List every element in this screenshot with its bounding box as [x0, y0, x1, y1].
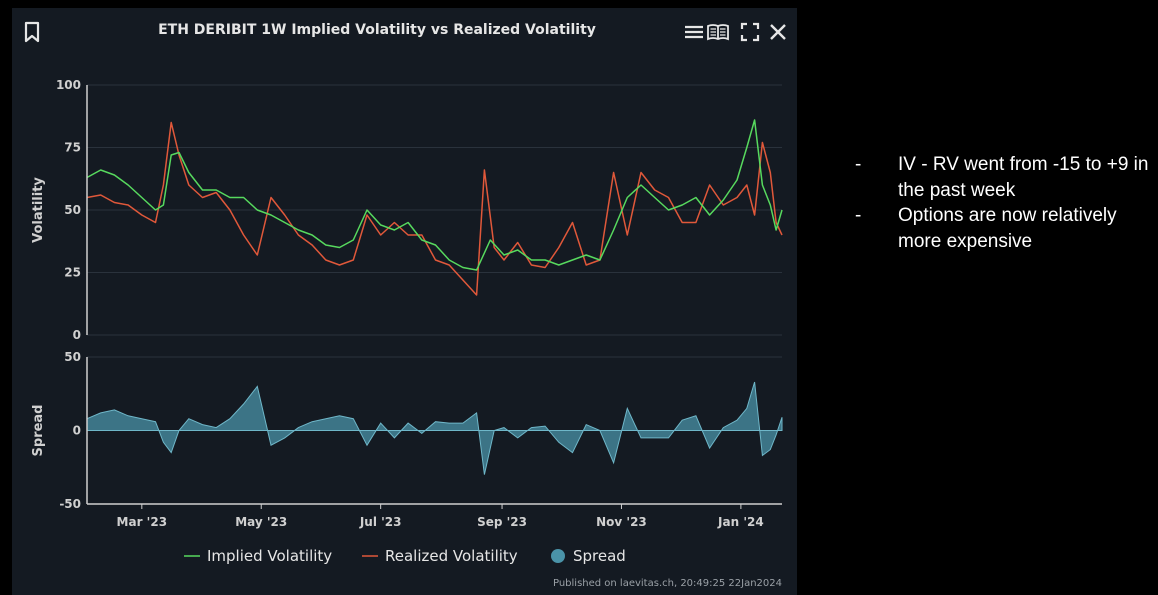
menu-icon[interactable]: [682, 20, 706, 44]
legend-spread[interactable]: Spread: [551, 547, 626, 565]
legend-marker: [551, 549, 565, 563]
note-bullet: -: [855, 154, 862, 175]
note-text: IV - RV went from -15 to +9 in the past …: [898, 154, 1149, 201]
y-tick-label: 25: [64, 266, 81, 280]
legend-label: Spread: [573, 547, 626, 565]
implied-volatility-line: [86, 119, 783, 271]
chart-title: ETH DERIBIT 1W Implied Volatility vs Rea…: [158, 22, 596, 38]
y-tick-label: 0: [73, 328, 81, 342]
chart-header: ETH DERIBIT 1W Implied Volatility vs Rea…: [12, 8, 797, 54]
realized-volatility-line: [86, 121, 783, 296]
note-text: Options are now relatively more expensiv…: [898, 205, 1117, 252]
volatility-chart: 0 25 50 75 100 -50 0 50 Volatility Spread Mar '23 M…: [31, 78, 783, 565]
y-tick-label: 100: [56, 78, 81, 92]
x-tick-label: Sep '23: [477, 515, 527, 529]
legend-implied-volatility[interactable]: Implied Volatility: [184, 547, 332, 565]
y-tick-label: 50: [64, 203, 81, 217]
note-item: - IV - RV went from -15 to +9 in the pas…: [855, 152, 1155, 203]
legend-label: Realized Volatility: [385, 547, 518, 565]
legend-label: Implied Volatility: [207, 547, 332, 565]
note-bullet: -: [855, 205, 862, 226]
y-tick-label: 50: [64, 350, 81, 364]
x-tick-label: Jul '23: [359, 515, 402, 529]
y-tick-label: -50: [59, 497, 81, 511]
x-tick-label: May '23: [235, 515, 287, 529]
x-tick-label: Mar '23: [117, 515, 168, 529]
published-footer: Published on laevitas.ch, 20:49:25 22Jan…: [552, 578, 782, 589]
y-tick-label: 75: [64, 141, 81, 155]
note-item: - Options are now relatively more expens…: [855, 203, 1155, 254]
bookmark-icon[interactable]: [20, 20, 44, 44]
x-tick-label: Jan '24: [717, 515, 764, 529]
y-axis-title: Volatility: [31, 177, 46, 243]
y-tick-label: 0: [73, 424, 81, 438]
x-tick-label: Nov '23: [596, 515, 647, 529]
legend-realized-volatility[interactable]: Realized Volatility: [362, 547, 518, 565]
commentary-notes: - IV - RV went from -15 to +9 in the pas…: [855, 152, 1155, 254]
chart-panel: ETH DERIBIT 1W Implied Volatility vs Rea…: [12, 8, 797, 595]
close-icon[interactable]: [766, 20, 790, 44]
fullscreen-icon[interactable]: [738, 20, 762, 44]
book-icon[interactable]: [706, 20, 730, 44]
spread-series-area: [86, 381, 783, 475]
y-axis-title: Spread: [31, 405, 46, 457]
